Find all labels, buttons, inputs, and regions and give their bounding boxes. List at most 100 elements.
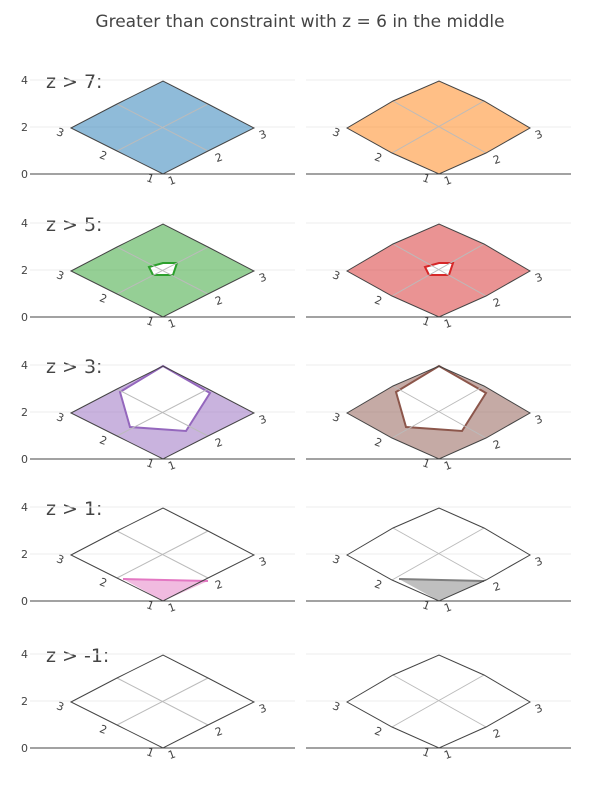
carpet-tick-label: 1 [421, 171, 432, 186]
carpet-boundary [345, 654, 531, 749]
carpet-tick-label: 1 [145, 598, 156, 613]
carpet-gridline [116, 530, 209, 579]
carpet-tick-label: 2 [98, 575, 109, 590]
y-tick-label: 2 [21, 264, 28, 277]
carpet-tick-label: 3 [257, 554, 268, 569]
contour-fill [347, 366, 530, 459]
row-label: z > 1: [46, 498, 102, 520]
carpet-tick-label: 3 [331, 125, 342, 140]
carpet-gridline [392, 527, 487, 581]
carpet-gridline [392, 674, 487, 728]
row-label: z > 7: [46, 71, 102, 93]
carpet-gridline [391, 100, 485, 154]
carpet-tick-label: 1 [442, 173, 453, 188]
contour-line [398, 578, 485, 582]
y-tick-label: 4 [21, 648, 28, 661]
y-tick-label: 4 [21, 217, 28, 230]
carpet-tick-label: 1 [421, 456, 432, 471]
panel-linear: 0 2 4 3 2 1 1 2 3 [21, 74, 295, 188]
panel-smoothed: 3 2 1 1 2 3 [306, 653, 571, 762]
carpet-gridline [116, 103, 209, 152]
carpet-tick-label: 2 [213, 577, 224, 592]
carpet-gridline [392, 385, 487, 439]
carpet-gridline [392, 100, 487, 154]
y-tick-label: 0 [21, 595, 28, 608]
carpet-tick-label: 2 [98, 433, 109, 448]
carpet-tick-label: 1 [145, 171, 156, 186]
carpet-tick-label: 2 [373, 150, 384, 165]
carpet-boundary [69, 507, 256, 602]
carpet-gridline [391, 674, 485, 728]
y-tick-label: 0 [21, 453, 28, 466]
contour-fill [399, 579, 484, 601]
carpet-tick-label: 2 [213, 293, 224, 308]
carpet-tick-label: 3 [533, 412, 544, 427]
row-label: z > 3: [46, 356, 102, 378]
carpet-tick-label: 1 [442, 458, 453, 473]
carpet-tick-label: 1 [166, 600, 177, 615]
carpet-gridline [116, 677, 209, 726]
page-title: Greater than constraint with z = 6 in th… [95, 12, 505, 32]
carpet-tick-label: 2 [213, 724, 224, 739]
carpet-tick-label: 3 [257, 701, 268, 716]
carpet-tick-label: 3 [55, 268, 66, 283]
contour-line [118, 364, 212, 433]
row-label: z > -1: [46, 645, 109, 667]
carpet-tick-label: 2 [373, 724, 384, 739]
carpet-tick-label: 2 [491, 295, 502, 310]
y-tick-label: 2 [21, 695, 28, 708]
panel-smoothed: 3 2 1 1 2 3 [306, 79, 571, 188]
carpet-tick-label: 3 [331, 699, 342, 714]
y-tick-label: 2 [21, 406, 28, 419]
carpet-tick-label: 2 [373, 577, 384, 592]
carpet-tick-label: 1 [166, 173, 177, 188]
carpet-boundary [345, 507, 531, 602]
carpet-boundary [345, 365, 531, 460]
carpet-tick-label: 1 [166, 316, 177, 331]
carpet-gridline [391, 385, 485, 439]
carpet-tick-label: 2 [491, 152, 502, 167]
carpet-boundary [69, 365, 256, 460]
contour-line [122, 578, 209, 582]
carpet-tick-label: 2 [373, 435, 384, 450]
carpet-tick-label: 1 [442, 747, 453, 762]
carpet-tick-label: 3 [533, 701, 544, 716]
y-tick-label: 2 [21, 121, 28, 134]
carpet-tick-label: 1 [145, 456, 156, 471]
carpet-tick-label: 1 [166, 747, 177, 762]
panel-smoothed: 3 2 1 1 2 3 [306, 364, 571, 473]
carpet-gridline [116, 246, 209, 295]
panel-smoothed: 3 2 1 1 2 3 [306, 506, 571, 615]
panel-linear: 0 2 4 3 2 1 1 2 3 [21, 217, 295, 331]
y-tick-label: 4 [21, 74, 28, 87]
carpet-boundary [69, 223, 256, 318]
contour-fill [347, 224, 530, 317]
panel-linear: 0 2 4 3 2 1 1 2 3 [21, 648, 295, 762]
carpet-tick-label: 3 [331, 552, 342, 567]
carpet-tick-label: 1 [442, 316, 453, 331]
panel-linear: 0 2 4 3 2 1 1 2 3 [21, 501, 295, 615]
carpet-tick-label: 3 [257, 127, 268, 142]
y-tick-label: 4 [21, 359, 28, 372]
carpet-tick-label: 2 [491, 579, 502, 594]
y-tick-label: 2 [21, 548, 28, 561]
carpet-tick-label: 1 [421, 745, 432, 760]
carpet-tick-label: 1 [421, 314, 432, 329]
carpet-tick-label: 1 [442, 600, 453, 615]
carpet-gridline [392, 243, 487, 297]
carpet-tick-label: 3 [55, 410, 66, 425]
contour-fill [347, 81, 530, 174]
carpet-tick-label: 3 [55, 699, 66, 714]
panel-linear: 0 2 4 3 2 1 1 2 3 [21, 359, 295, 473]
carpet-tick-label: 1 [145, 314, 156, 329]
row-label: z > 5: [46, 214, 102, 236]
carpet-tick-label: 3 [55, 125, 66, 140]
carpet-tick-label: 2 [98, 148, 109, 163]
contour-fill [123, 579, 208, 601]
carpet-tick-label: 3 [533, 127, 544, 142]
carpet-boundary [345, 223, 531, 318]
carpet-boundary [345, 80, 531, 175]
carpet-tick-label: 2 [98, 722, 109, 737]
panel-smoothed: 3 2 1 1 2 3 [306, 222, 571, 331]
